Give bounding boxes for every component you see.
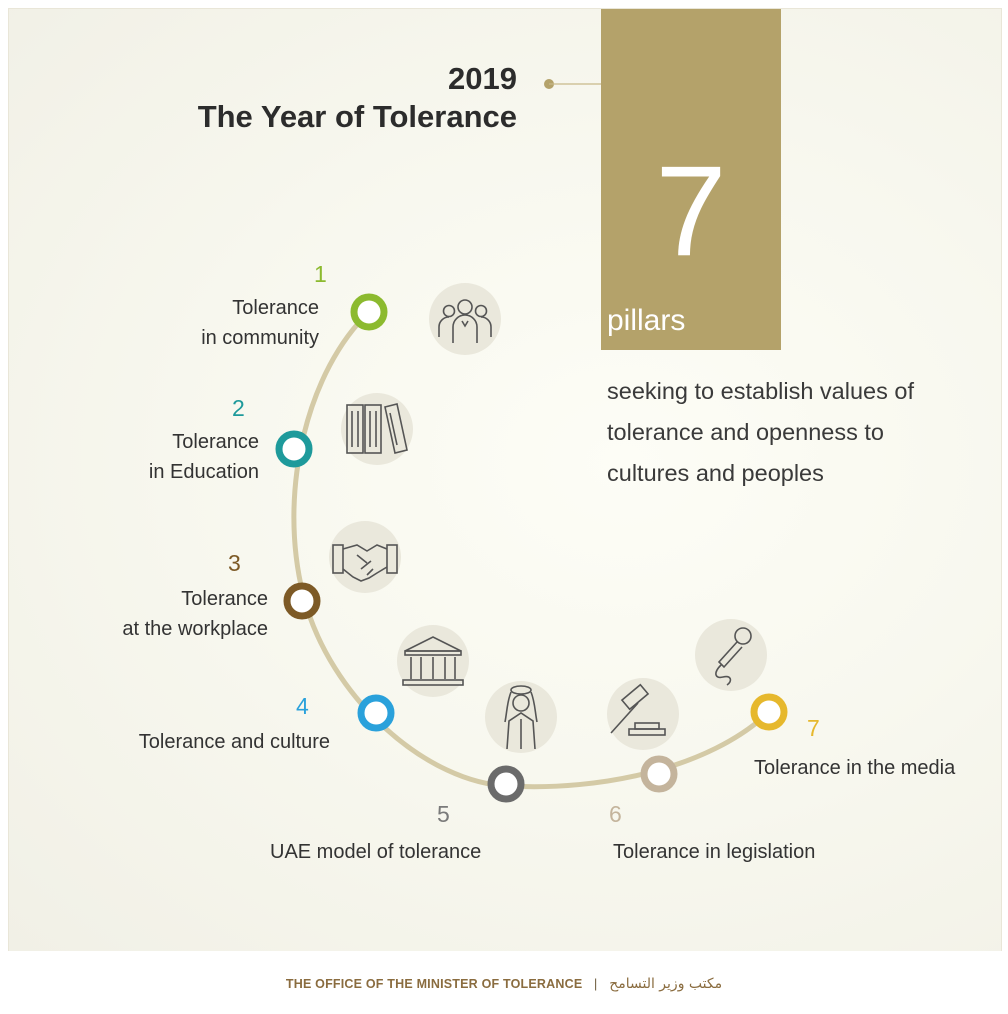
infographic-graphics <box>275 79 788 803</box>
footer: THE OFFICE OF THE MINISTER OF TOLERANCE … <box>0 951 1008 1014</box>
pillar-label-line: in community <box>201 327 319 349</box>
highlight-box: 7 pillars <box>601 9 781 350</box>
highlight-label: pillars <box>607 304 686 337</box>
description-line: seeking to establish values of <box>607 378 914 404</box>
pillar-label-line: in Education <box>148 461 259 483</box>
pillar-3-label: Tolerance at the workplace <box>49 584 268 644</box>
pillar-1-number: 1 <box>314 261 327 287</box>
museum-icon <box>397 625 469 697</box>
pillar-7-number: 7 <box>807 715 820 741</box>
handshake-icon <box>329 521 401 593</box>
pillar-label-line: at the workplace <box>122 618 268 640</box>
pillar-2-number: 2 <box>232 395 245 421</box>
pillar-label-line: Tolerance <box>181 588 268 610</box>
pillar-5-label: UAE model of tolerance <box>270 841 482 863</box>
microphone-icon <box>695 619 767 691</box>
people-group-icon <box>429 283 501 355</box>
pillar-label-line: Tolerance <box>232 297 319 319</box>
ring-marker-5 <box>487 765 525 803</box>
ring-marker-2 <box>275 430 313 468</box>
ring-marker-7 <box>750 693 788 731</box>
footer-brand: THE OFFICE OF THE MINISTER OF TOLERANCE … <box>0 976 1008 992</box>
ring-marker-6 <box>640 755 678 793</box>
pillar-3-number: 3 <box>228 550 241 576</box>
description-line: tolerance and openness to <box>607 419 884 445</box>
emirati-man-icon <box>485 681 557 753</box>
infographic-panel: 2019 The Year of Tolerance 7 pillars see… <box>8 8 1002 953</box>
pillar-6-number: 6 <box>609 801 622 827</box>
description-line: cultures and peoples <box>607 460 824 486</box>
pillar-label-line: Tolerance <box>172 431 259 453</box>
footer-separator: | <box>594 977 598 991</box>
pillar-5-number: 5 <box>437 801 450 827</box>
page-title: The Year of Tolerance <box>197 99 517 134</box>
title-year: 2019 <box>448 61 517 96</box>
footer-english: THE OFFICE OF THE MINISTER OF TOLERANCE <box>285 977 583 991</box>
books-icon <box>341 393 413 465</box>
ring-marker-4 <box>357 694 395 732</box>
description: seeking to establish values of tolerance… <box>607 371 987 494</box>
pillar-4-number: 4 <box>296 693 309 719</box>
pillar-6-label: Tolerance in legislation <box>613 841 816 863</box>
ring-marker-1 <box>350 293 388 331</box>
pillar-2-label: Tolerance in Education <box>49 427 259 487</box>
pillar-1-label: Tolerance in community <box>109 293 319 353</box>
gavel-icon <box>607 678 679 750</box>
highlight-number: 7 <box>655 140 727 283</box>
footer-arabic: مكتب وزير التسامح <box>609 976 723 992</box>
ring-marker-3 <box>283 582 321 620</box>
pillar-4-label: Tolerance and culture <box>138 731 330 753</box>
pillar-7-label: Tolerance in the media <box>754 757 956 779</box>
